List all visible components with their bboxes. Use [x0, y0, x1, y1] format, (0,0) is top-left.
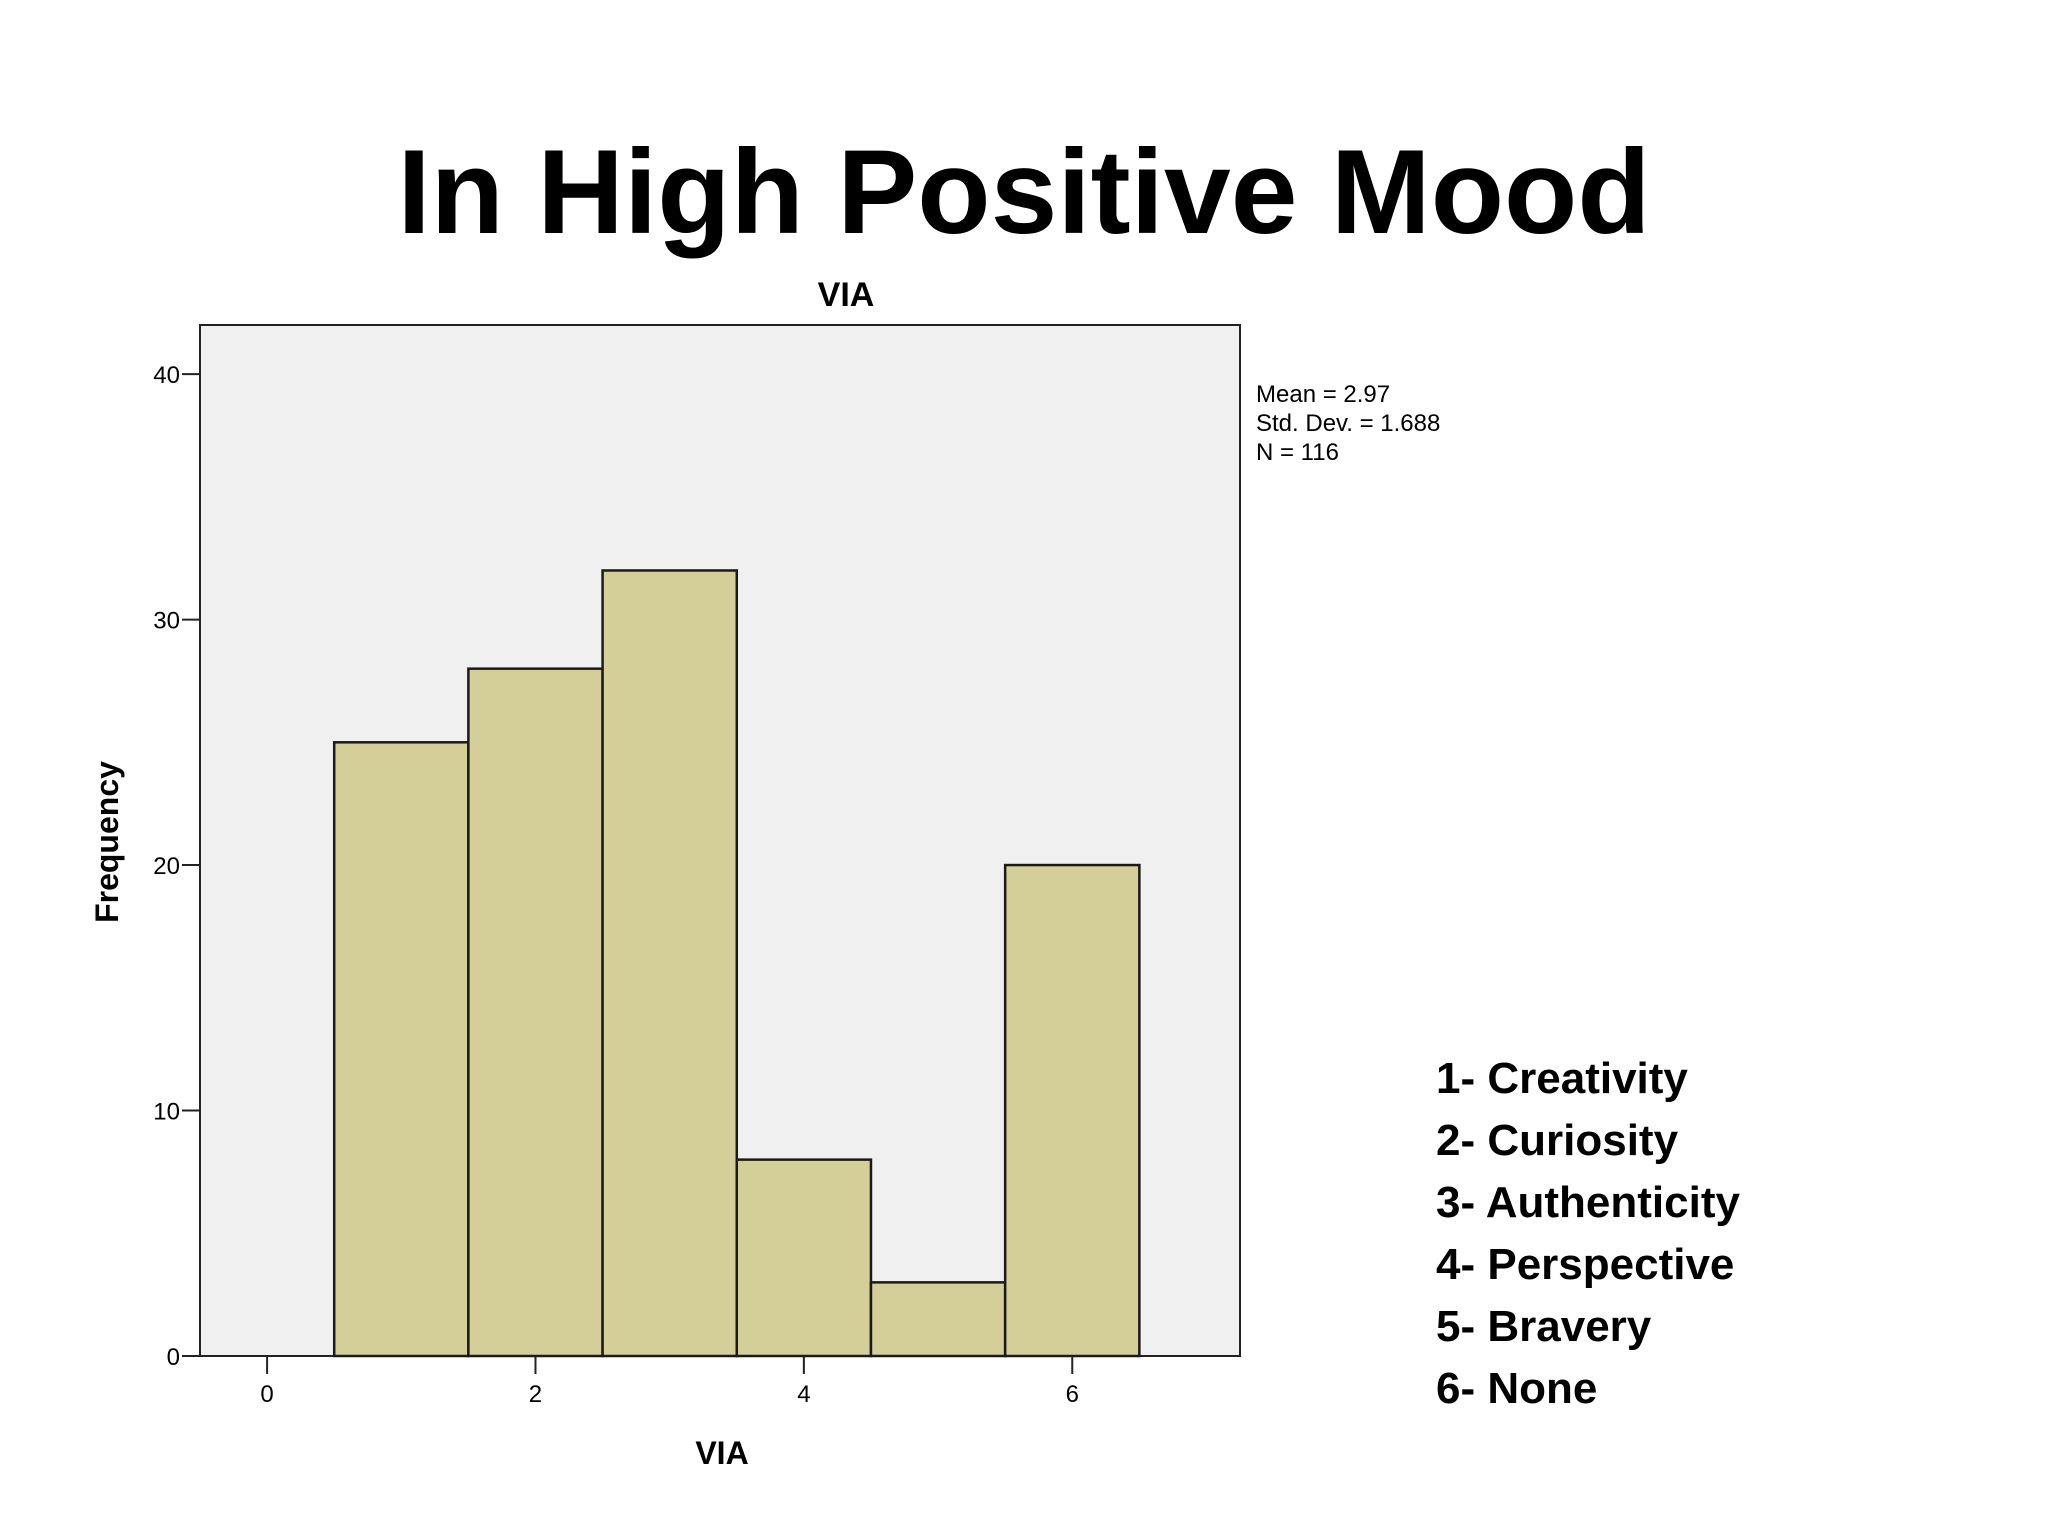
bars-group: [332, 569, 1141, 1358]
histogram-bar: [869, 1281, 1007, 1358]
histogram-bar: [1003, 863, 1141, 1358]
legend-item: 5- Bravery: [1436, 1302, 1652, 1351]
y-axis: 0 10 20 30 40: [153, 362, 200, 1371]
legend-item: 1- Creativity: [1436, 1054, 1688, 1103]
y-axis-label: Frequency: [89, 761, 125, 923]
stats-mean: Mean = 2.97: [1256, 381, 1390, 408]
stats-box: Mean = 2.97 Std. Dev. = 1.688 N = 116: [1256, 381, 1440, 466]
stats-n: N = 116: [1256, 439, 1339, 466]
x-tick-label: 4: [797, 1381, 810, 1408]
y-tick-label: 10: [153, 1099, 180, 1126]
y-tick-label: 40: [153, 362, 180, 389]
histogram-bar: [467, 667, 604, 1358]
stats-std-dev: Std. Dev. = 1.688: [1256, 410, 1440, 437]
histogram-bar: [735, 1158, 873, 1358]
legend-item: 6- None: [1436, 1364, 1598, 1413]
legend-item: 2- Curiosity: [1436, 1116, 1679, 1165]
slide-title: In High Positive Mood: [397, 125, 1651, 259]
x-tick-label: 2: [529, 1381, 542, 1408]
x-axis: 0 2 4 6: [260, 1356, 1079, 1408]
x-tick-label: 0: [260, 1381, 273, 1408]
legend-item: 4- Perspective: [1436, 1240, 1735, 1289]
legend-item: 3- Authenticity: [1436, 1178, 1740, 1227]
x-axis-label: VIA: [695, 1435, 748, 1471]
histogram-bar: [601, 569, 739, 1358]
y-tick-label: 0: [167, 1344, 180, 1371]
y-tick-label: 20: [153, 853, 180, 880]
category-legend: 1- Creativity 2- Curiosity 3- Authentici…: [1436, 1048, 1740, 1420]
x-tick-label: 6: [1066, 1381, 1079, 1408]
histogram-bar: [332, 741, 470, 1358]
y-tick-label: 30: [153, 608, 180, 635]
chart-title: VIA: [818, 276, 875, 314]
